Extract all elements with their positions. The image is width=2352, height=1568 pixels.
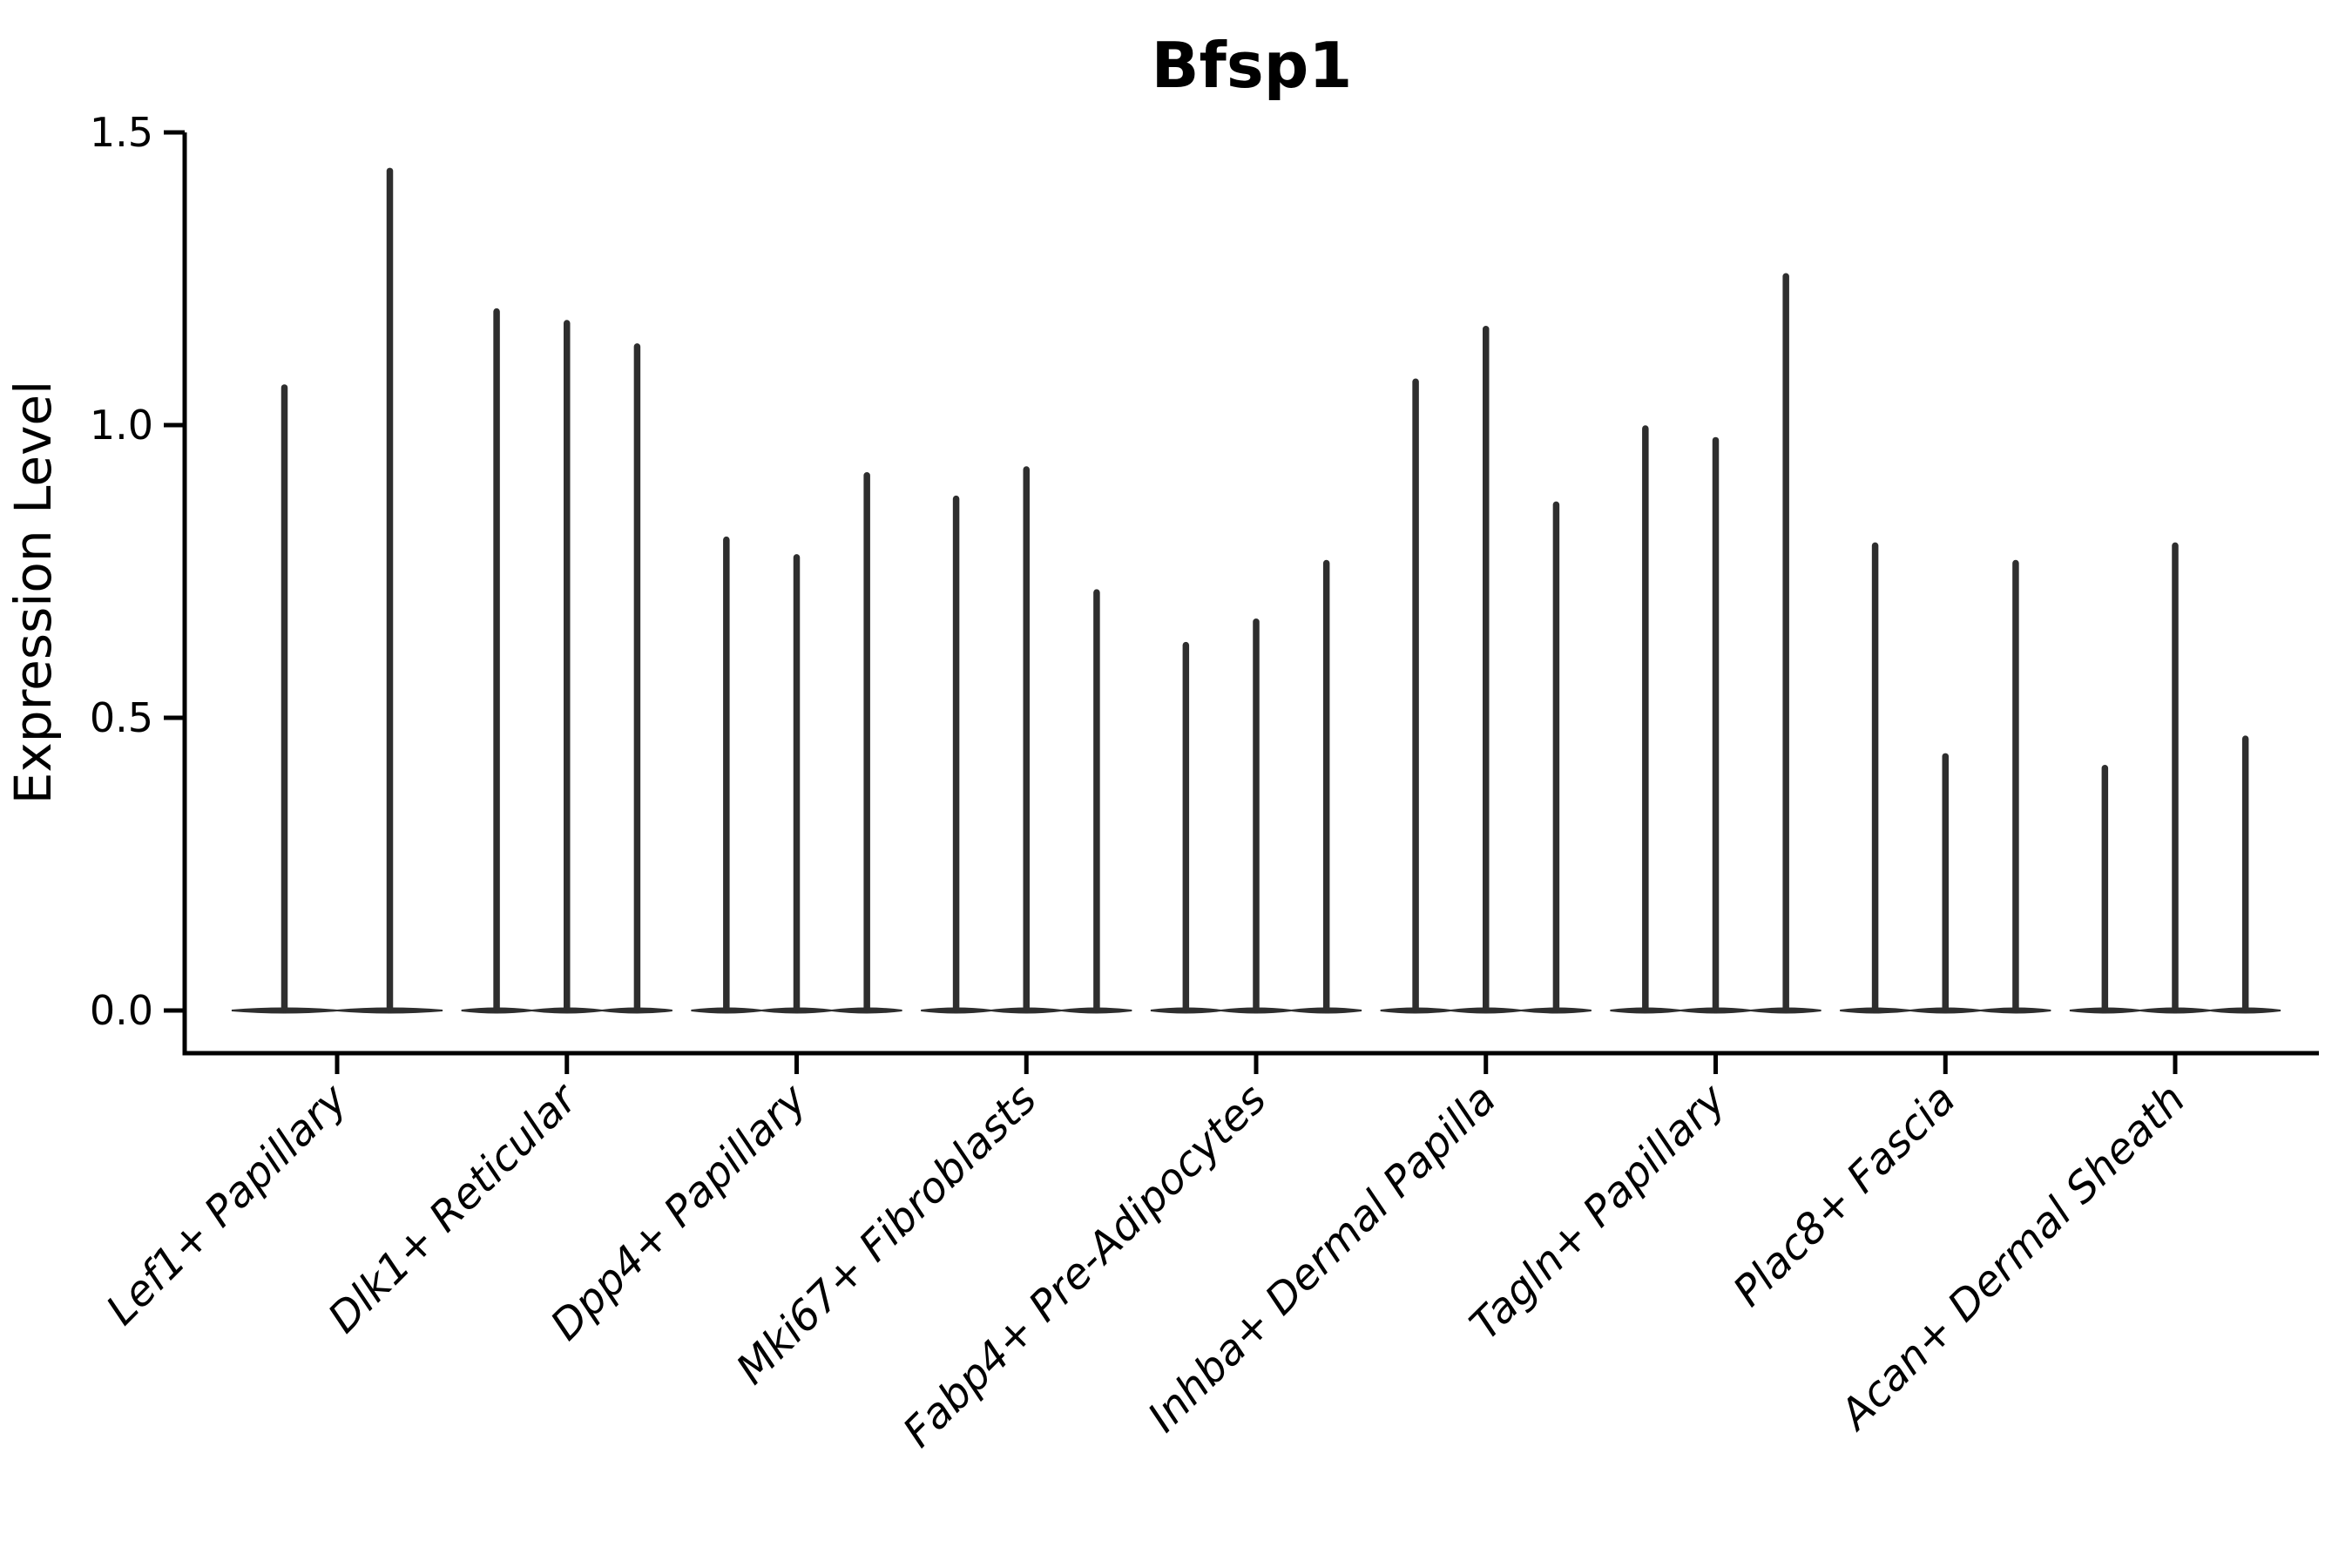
violin — [461, 308, 532, 1014]
violin — [2069, 765, 2140, 1014]
y-axis-ticks: 0.0 0.5 1.0 1.5 — [90, 109, 185, 1034]
x-tick-label: Dpp4+ Papillary — [541, 1074, 816, 1349]
violin — [1220, 618, 1292, 1014]
y-tick-label: 1.5 — [90, 109, 153, 156]
y-tick-label: 1.0 — [90, 402, 153, 449]
y-axis-label: Expression Level — [3, 381, 63, 804]
violin — [2210, 735, 2281, 1014]
violin — [601, 343, 672, 1014]
violin — [1680, 436, 1751, 1014]
violin — [531, 320, 603, 1014]
violin — [1380, 378, 1451, 1014]
x-tick-label: Lef1+ Papillary — [97, 1074, 357, 1335]
violin — [1909, 753, 1981, 1014]
x-tick-label: Plac8+ Fascia — [1724, 1075, 1965, 1316]
axes-group — [182, 132, 2319, 1056]
y-tick-label: 0.5 — [90, 694, 153, 741]
violin — [691, 536, 762, 1014]
violin — [1450, 326, 1522, 1014]
violin — [1291, 559, 1362, 1014]
violin — [1061, 589, 1132, 1014]
violin — [831, 472, 902, 1014]
chart-title: Bfsp1 — [1152, 29, 1353, 102]
violin — [990, 466, 1062, 1014]
violin — [1840, 542, 1911, 1014]
x-tick-label: Tagln+ Papillary — [1461, 1074, 1736, 1349]
y-tick-label: 0.0 — [90, 987, 153, 1034]
violin — [1520, 501, 1592, 1014]
violins-group — [231, 167, 2281, 1014]
violin — [231, 384, 338, 1014]
violin — [761, 554, 832, 1014]
violin — [336, 167, 443, 1014]
violin — [1150, 641, 1221, 1014]
violin — [1980, 559, 2051, 1014]
violin — [1610, 425, 1681, 1014]
violin — [921, 495, 992, 1014]
x-tick-label: Dlk1+ Reticular — [319, 1073, 589, 1343]
violin — [1750, 273, 1821, 1014]
x-tick-label: Fabp4+ Pre-Adipocytes — [894, 1075, 1276, 1457]
violin — [2139, 542, 2211, 1014]
